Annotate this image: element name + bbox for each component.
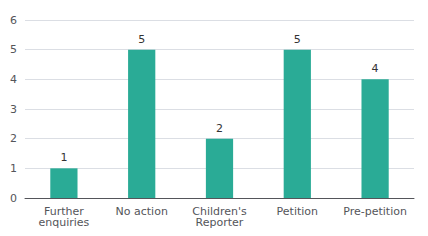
svg-text:3: 3 <box>10 103 17 116</box>
svg-text:6: 6 <box>10 14 17 27</box>
svg-text:4: 4 <box>10 73 17 86</box>
svg-text:1: 1 <box>10 162 17 175</box>
svg-text:Further: Further <box>44 205 84 218</box>
svg-text:4: 4 <box>372 62 379 75</box>
svg-text:Children's: Children's <box>192 205 247 218</box>
svg-text:Pre-petition: Pre-petition <box>343 205 407 218</box>
svg-text:No action: No action <box>116 205 168 218</box>
svg-text:2: 2 <box>216 122 223 135</box>
svg-text:1: 1 <box>60 151 67 164</box>
svg-text:Reporter: Reporter <box>196 216 244 229</box>
svg-text:2: 2 <box>10 132 17 145</box>
svg-text:5: 5 <box>10 43 17 56</box>
svg-text:5: 5 <box>294 33 301 46</box>
svg-text:enquiries: enquiries <box>38 216 89 229</box>
svg-text:Petition: Petition <box>277 205 318 218</box>
svg-text:0: 0 <box>10 192 17 205</box>
svg-text:5: 5 <box>138 33 145 46</box>
